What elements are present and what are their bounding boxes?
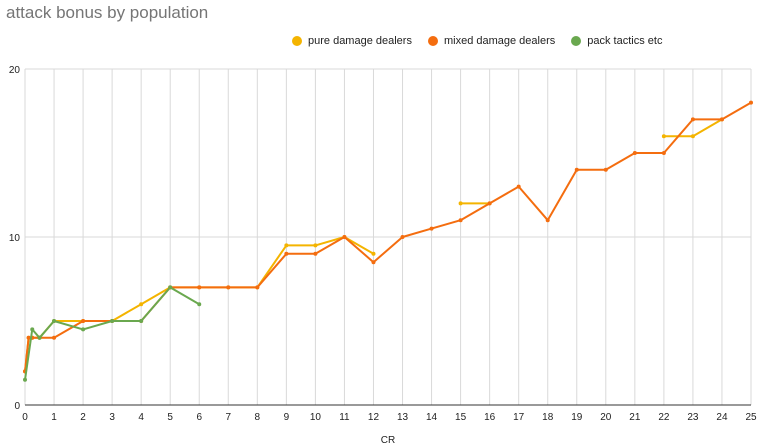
legend-label: pack tactics etc (587, 35, 663, 47)
x-tick-label: 0 (22, 412, 28, 423)
data-point[interactable] (661, 134, 666, 139)
data-point[interactable] (81, 319, 86, 323)
x-tick-label: 14 (426, 412, 438, 423)
data-point[interactable] (30, 327, 35, 332)
legend-swatch-icon (571, 36, 582, 46)
legend-item[interactable]: pure damage dealers (292, 35, 412, 47)
series-pack-tactics-etc[interactable] (23, 285, 202, 382)
data-point[interactable] (400, 235, 405, 239)
x-tick-label: 1 (51, 412, 57, 423)
x-tick-label: 12 (368, 412, 380, 423)
data-point[interactable] (690, 134, 695, 139)
data-point[interactable] (226, 285, 231, 290)
data-point[interactable] (197, 302, 202, 307)
data-point[interactable] (168, 285, 173, 290)
data-point[interactable] (342, 235, 347, 239)
x-tick-label: 10 (310, 412, 322, 423)
data-point[interactable] (371, 251, 376, 256)
data-point[interactable] (284, 243, 289, 248)
x-tick-label: 7 (225, 412, 231, 423)
axes: 0 1 2 3 4 5 6 7 8 9 10 11 12 13 14 15 16 17 18 19 20 21 22 23 24… (9, 65, 757, 423)
data-point[interactable] (429, 226, 434, 231)
data-point[interactable] (603, 167, 608, 172)
legend-label: pure damage dealers (308, 35, 412, 47)
x-tick-label: 9 (284, 412, 290, 423)
data-point[interactable] (661, 151, 666, 155)
x-tick-label: 13 (397, 412, 409, 423)
legend-item[interactable]: pack tactics etc (571, 35, 662, 47)
x-tick-label: 22 (658, 412, 670, 423)
data-point[interactable] (197, 285, 202, 290)
data-point[interactable] (139, 302, 144, 307)
data-point[interactable] (545, 218, 550, 223)
x-tick-label: 11 (339, 412, 350, 423)
x-tick-label: 25 (745, 412, 757, 423)
data-point[interactable] (81, 327, 86, 332)
y-tick-label: 10 (9, 233, 21, 244)
data-point[interactable] (139, 319, 144, 323)
legend-item[interactable]: mixed damage dealers (427, 35, 556, 47)
y-tick-label: 0 (14, 401, 20, 412)
x-tick-label: 4 (138, 412, 144, 423)
x-tick-label: 24 (716, 412, 728, 423)
data-point[interactable] (23, 377, 27, 382)
data-point[interactable] (313, 251, 318, 256)
data-point[interactable] (574, 167, 579, 172)
data-point[interactable] (516, 184, 521, 189)
x-tick-label: 8 (255, 412, 261, 423)
data-point[interactable] (719, 117, 724, 122)
data-point[interactable] (110, 319, 115, 323)
y-tick-label: 20 (9, 65, 21, 76)
data-point[interactable] (284, 251, 289, 256)
data-point[interactable] (749, 100, 753, 105)
grid (24, 68, 752, 406)
data-point[interactable] (37, 335, 42, 340)
data-point[interactable] (52, 319, 57, 323)
x-tick-label: 21 (629, 412, 641, 423)
data-point[interactable] (255, 285, 260, 290)
x-tick-label: 19 (571, 412, 583, 423)
x-tick-label: 20 (600, 412, 612, 423)
legend-label: mixed damage dealers (443, 35, 556, 47)
x-tick-label: 17 (513, 412, 525, 423)
series-layer (23, 100, 753, 382)
x-tick-label: 5 (167, 412, 173, 423)
data-point[interactable] (690, 117, 695, 122)
legend-swatch-icon (292, 36, 302, 46)
x-tick-label: 3 (109, 412, 115, 423)
x-tick-label: 18 (542, 412, 554, 423)
data-point[interactable] (52, 335, 57, 340)
data-point[interactable] (487, 201, 492, 206)
chart-title: attack bonus by population (6, 3, 209, 22)
x-tick-label: 6 (196, 412, 202, 423)
legend-swatch-icon (427, 36, 438, 46)
data-point[interactable] (26, 335, 31, 340)
data-point[interactable] (632, 151, 637, 155)
data-point[interactable] (313, 243, 318, 248)
x-tick-label: 23 (687, 412, 699, 423)
data-point[interactable] (458, 201, 463, 206)
x-axis-title: CR (381, 435, 395, 446)
x-tick-label: 2 (80, 412, 86, 423)
x-tick-label: 15 (455, 412, 467, 423)
x-tick-label: 16 (484, 412, 496, 423)
data-point[interactable] (371, 260, 376, 265)
legend[interactable]: pure damage dealers mixed damage dealers p… (292, 35, 662, 47)
data-point[interactable] (458, 218, 463, 223)
